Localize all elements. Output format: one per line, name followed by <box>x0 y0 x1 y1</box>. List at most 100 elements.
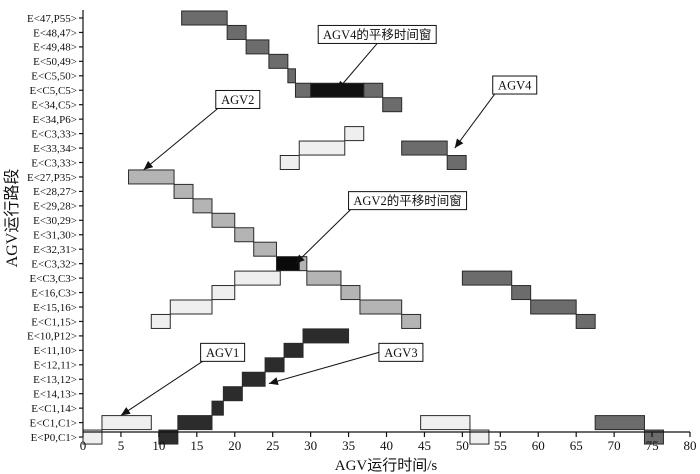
bar-agv2-0 <box>128 169 175 185</box>
annotation-3-box <box>348 191 468 211</box>
y-category-label-2: E<49,48> <box>33 42 77 54</box>
bar-agv4-7 <box>382 97 403 113</box>
bar-agv2-4 <box>234 227 255 243</box>
bar-agv2--0 <box>275 256 300 272</box>
x-tick-label-55: 55 <box>494 438 507 453</box>
bar-agv3-0 <box>158 429 179 445</box>
y-category-label-0: E<47,P55> <box>27 13 77 25</box>
bar-agv3-5 <box>264 357 285 373</box>
annotation-4-arrow <box>120 360 203 416</box>
x-tick-label-10: 10 <box>152 438 165 453</box>
axes-layer: 0 5 10 15 20 25 30 35 40 45 50 55 60 65 70 75 80 E<47,P55… <box>27 10 697 453</box>
y-category-label-3: E<50,49> <box>33 56 77 68</box>
bar-agv4-9 <box>446 155 467 170</box>
annotation-4-arrowhead-icon <box>120 407 131 416</box>
bar-agv3-2 <box>211 400 224 416</box>
x-tick-label-5: 5 <box>118 438 125 453</box>
bar-agv3-4 <box>241 371 266 387</box>
bar-agv4-11 <box>511 285 532 301</box>
y-category-label-1: E<48,47> <box>33 27 77 39</box>
annotation-1-box <box>492 75 538 95</box>
bar-agv4-4 <box>287 68 296 84</box>
bar-agv4-3 <box>268 53 289 69</box>
annotation-3-arrow <box>295 209 351 265</box>
annotation-2-arrow <box>143 108 219 171</box>
annotation-4-text: AGV1 <box>206 346 239 360</box>
bar-layer <box>82 10 664 445</box>
y-category-label-13: E<29,28> <box>33 201 77 213</box>
y-category-label-11: E<27,P35> <box>27 172 77 184</box>
y-category-label-29: E<P0,C1> <box>31 432 77 444</box>
annotation-2-arrowhead-icon <box>143 160 154 170</box>
annotation-layer: AGV4的平移时间窗 AGV4 AGV2 AGV2的平移时间窗 AGV1 AGV3 <box>120 24 538 416</box>
annotation-0-arrowhead-icon <box>337 80 347 91</box>
y-category-label-4: E<C5,50> <box>31 71 77 83</box>
bar-agv2-1 <box>173 183 194 199</box>
bar-agv1-1 <box>101 415 152 431</box>
bar-agv4-14 <box>594 415 645 431</box>
x-tick-label-35: 35 <box>342 438 355 453</box>
annotation-4-box <box>200 342 246 362</box>
annotation-0-text: AGV4的平移时间窗 <box>323 27 431 42</box>
x-tick-label-60: 60 <box>532 438 545 453</box>
bar-agv3-3 <box>222 386 243 402</box>
annotation-3-text: AGV2的平移时间窗 <box>353 193 461 208</box>
bar-agv3-1 <box>177 415 213 431</box>
x-tick-label-15: 15 <box>190 438 203 453</box>
bar-agv1-9 <box>298 140 346 156</box>
y-category-label-5: E<C5,C5> <box>29 85 77 97</box>
x-tick-label-0: 0 <box>80 438 87 453</box>
bar-agv2-7 <box>306 270 342 286</box>
annotation-5-arrow <box>268 351 380 385</box>
annotation-0-arrow <box>336 43 378 91</box>
x-tick-label-25: 25 <box>266 438 279 453</box>
annotation-1-arrow <box>454 93 496 149</box>
y-category-label-14: E<30,29> <box>33 215 77 227</box>
y-category-label-7: E<34,P6> <box>33 114 78 126</box>
y-category-label-19: E<16,C3> <box>31 287 77 299</box>
y-category-label-12: E<28,27> <box>33 186 77 198</box>
bar-agv3-7 <box>302 328 350 344</box>
bar-agv4-0 <box>181 10 228 26</box>
bar-agv4-13 <box>575 313 596 329</box>
annotation-1-arrowhead-icon <box>454 138 464 149</box>
y-category-label-26: E<14,13> <box>33 389 77 401</box>
annotation-5-arrowhead-icon <box>268 377 279 385</box>
y-category-label-15: E<31,30> <box>33 230 77 242</box>
bar-agv1-5 <box>234 270 281 286</box>
bar-agv1-3 <box>169 299 213 315</box>
y-category-label-16: E<32,31> <box>33 244 77 256</box>
annotation-2-text: AGV2 <box>221 93 254 107</box>
bar-agv2-10 <box>401 313 422 329</box>
bar-agv4-1 <box>226 24 247 40</box>
bar-agv2-2 <box>192 198 213 214</box>
y-category-label-20: E<15,16> <box>33 302 77 314</box>
annotation-1-text: AGV4 <box>498 79 532 93</box>
bar-agv1-10 <box>344 126 365 142</box>
y-category-label-24: E<12,11> <box>34 360 77 372</box>
y-category-label-21: E<C1,15> <box>31 316 77 328</box>
bar-agv4-5 <box>294 82 312 98</box>
y-category-label-28: E<C1,C1> <box>29 417 77 429</box>
bar-agv2-5 <box>253 241 277 257</box>
bar-agv2-3 <box>211 212 236 228</box>
y-category-label-18: E<C3,C3> <box>29 273 77 285</box>
bar-agv2-8 <box>340 285 361 301</box>
x-tick-label-20: 20 <box>228 438 241 453</box>
x-axis-label: AGV运行时间/s <box>335 457 438 474</box>
bar-agv4-6 <box>363 82 384 98</box>
y-category-label-6: E<34,C5> <box>31 100 77 112</box>
x-tick-label-40: 40 <box>380 438 393 453</box>
bar-agv1-7 <box>469 429 490 445</box>
y-category-label-25: E<13,12> <box>33 374 77 386</box>
y-category-label-27: E<C1,14> <box>31 403 77 415</box>
x-tick-label-30: 30 <box>304 438 317 453</box>
bar-agv1-2 <box>150 313 171 329</box>
x-tick-label-70: 70 <box>608 438 621 453</box>
x-tick-label-80: 80 <box>684 438 697 453</box>
y-category-label-10: E<C3,33> <box>31 157 77 169</box>
annotation-3-arrowhead-icon <box>295 254 305 264</box>
annotation-5-text: AGV3 <box>384 346 417 360</box>
